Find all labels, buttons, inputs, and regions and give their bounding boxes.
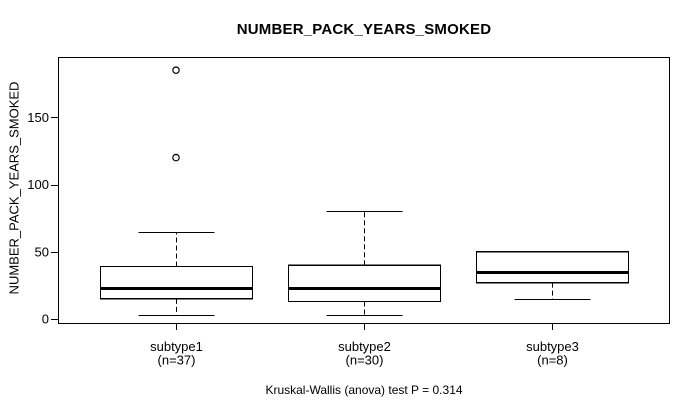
y-axis-tick-label: 100 <box>27 177 49 192</box>
outlier-point <box>172 66 180 74</box>
x-group-label: subtype1 <box>150 339 203 354</box>
iqr-box <box>475 251 630 284</box>
x-group-count-label: (n=37) <box>158 353 196 368</box>
iqr-box <box>99 265 254 300</box>
iqr-box <box>287 264 442 303</box>
chart-title: NUMBER_PACK_YEARS_SMOKED <box>236 21 492 38</box>
x-group-count-label: (n=30) <box>346 353 384 368</box>
y-axis-tick-label: 150 <box>27 110 49 125</box>
x-group-label: subtype2 <box>338 339 391 354</box>
outlier-point <box>172 153 180 162</box>
x-group-count-label: (n=8) <box>537 353 568 368</box>
x-group-label: subtype3 <box>526 339 579 354</box>
y-axis-tick-label: 0 <box>42 312 49 327</box>
y-axis-tick-label: 50 <box>35 244 49 259</box>
stat-test-annotation: Kruskal-Wallis (anova) test P = 0.314 <box>265 383 463 397</box>
